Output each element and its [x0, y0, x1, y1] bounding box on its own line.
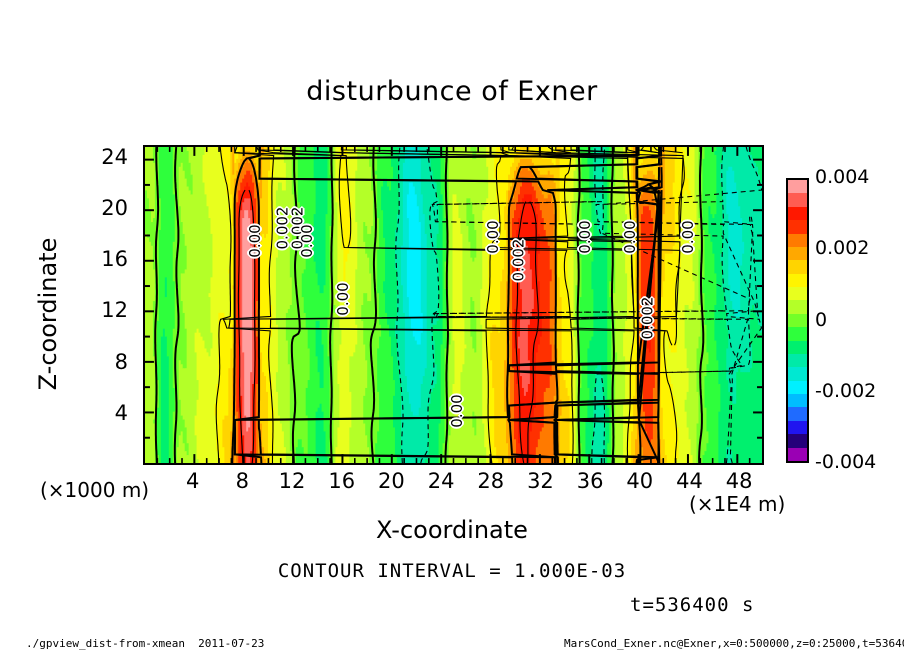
x-tick-label: 4 [185, 469, 200, 493]
contour-label: 0.00 [448, 394, 467, 428]
x-tick-label: 12 [278, 469, 306, 493]
colorbar-tick-label: 0 [815, 308, 828, 331]
contour-label: 0.00 [333, 281, 352, 316]
contour-label: 0.002 [638, 296, 657, 340]
colorbar-tick-label: -0.002 [815, 379, 877, 402]
colorbar-band [788, 246, 807, 261]
x-tick-label: 28 [477, 469, 505, 493]
y-tick-label: 16 [101, 247, 128, 272]
colorbar-band [788, 327, 807, 341]
contour-label: 0.00 [679, 220, 698, 254]
colorbar-band [788, 407, 807, 421]
contour-lines [145, 147, 762, 463]
x-tick-label: 8 [235, 469, 250, 493]
y-tick-label: 20 [101, 196, 128, 220]
x-tick-label: 24 [427, 469, 455, 493]
y-tick-label: 4 [114, 400, 128, 425]
y-axis-label: Z-coordinate [34, 237, 62, 391]
colorbar-band [788, 180, 807, 194]
contour-label: 0.00 [245, 224, 264, 258]
x-tick-label: 48 [725, 469, 753, 493]
colorbar-band [788, 420, 807, 435]
x-tick-label: 20 [378, 469, 405, 493]
colorbar-band [788, 233, 807, 247]
contour-interval-text: CONTOUR INTERVAL = 1.000E-03 [277, 560, 627, 582]
x-tick-label: 44 [676, 469, 703, 493]
colorbar-band [788, 353, 807, 368]
footer-command: ./gpview_dist-from-xmean 2011-07-23 [26, 637, 265, 650]
footer-source: MarsCond_Exner.nc@Exner,x=0:500000,z=0:2… [564, 637, 904, 650]
y-tick-label: 24 [101, 144, 128, 169]
x-tick-label: 32 [527, 469, 554, 493]
contour-label: 0.00 [484, 220, 503, 254]
y-tick-label: 8 [114, 349, 128, 374]
contour-label: 0.00 [576, 220, 595, 254]
x-tick-label: 36 [576, 469, 604, 493]
colorbar-band [788, 220, 807, 234]
contour-plot [143, 145, 764, 465]
colorbar-tick-label: 0.002 [815, 237, 870, 260]
x-axis-unit: (×1E4 m) [689, 492, 786, 516]
colorbar [786, 178, 809, 463]
colorbar-band [788, 300, 807, 314]
contour-label: 0.00 [297, 224, 316, 258]
colorbar-band [788, 273, 807, 287]
x-axis-label: X-coordinate [376, 516, 528, 544]
colorbar-band [788, 313, 807, 328]
colorbar-band [788, 447, 807, 461]
contour-label: 0.002 [509, 238, 528, 282]
page-title: disturbunce of Exner [306, 76, 598, 107]
colorbar-band [788, 340, 807, 354]
colorbar-band [788, 287, 807, 301]
x-tick-label: 16 [328, 469, 356, 493]
contour-label: 0.00 [620, 220, 639, 254]
colorbar-band [788, 206, 807, 221]
colorbar-band [788, 193, 807, 207]
colorbar-band [788, 260, 807, 274]
colorbar-tick-label: 0.004 [815, 166, 870, 188]
colorbar-band [788, 367, 807, 381]
colorbar-band [788, 394, 807, 408]
y-tick-label: 12 [101, 298, 128, 323]
x-tick-label: 40 [626, 469, 654, 493]
y-axis-unit: (×1000 m) [40, 478, 150, 502]
colorbar-band [788, 380, 807, 394]
colorbar-band [788, 434, 807, 448]
time-text: t=536400 s [630, 594, 755, 616]
colorbar-tick-label: -0.004 [815, 451, 877, 473]
